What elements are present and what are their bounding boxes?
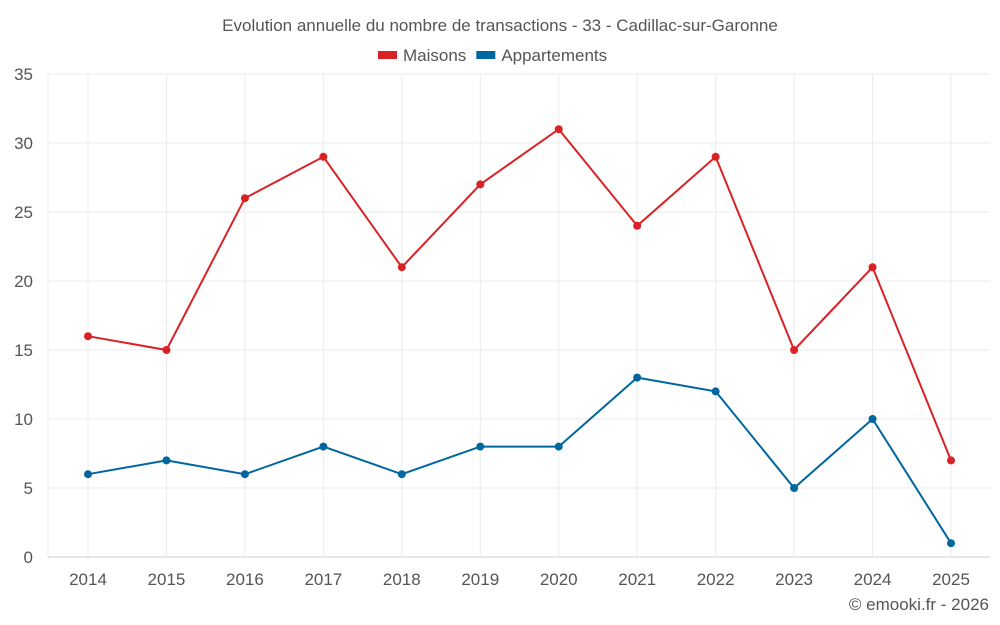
legend-swatch: [476, 51, 496, 59]
data-point-maisons[interactable]: [947, 456, 955, 465]
data-point-appartements[interactable]: [240, 470, 249, 479]
y-tick-label: 35: [14, 65, 33, 84]
data-point-appartements[interactable]: [319, 442, 328, 451]
y-tick-label: 10: [14, 410, 33, 429]
data-point-maisons[interactable]: [240, 194, 249, 203]
data-point-appartements[interactable]: [947, 539, 955, 548]
data-point-maisons[interactable]: [319, 152, 328, 161]
x-tick-label: 2024: [854, 570, 892, 589]
data-point-maisons[interactable]: [397, 263, 406, 272]
data-point-appartements[interactable]: [554, 442, 563, 451]
data-point-maisons[interactable]: [790, 346, 799, 354]
y-tick-label: 15: [14, 341, 33, 360]
data-point-maisons[interactable]: [633, 221, 642, 230]
x-tick-label: 2025: [932, 570, 970, 589]
data-point-appartements[interactable]: [711, 387, 720, 396]
x-tick-label: 2021: [618, 570, 656, 589]
data-point-maisons[interactable]: [476, 180, 485, 189]
x-tick-label: 2017: [304, 570, 342, 589]
series-line-maisons: [87, 127, 952, 461]
credit-text: © emooki.fr - 2026: [849, 595, 989, 614]
x-tick-label: 2019: [461, 570, 499, 589]
x-tick-label: 2023: [775, 570, 813, 589]
series-line-appartements: [87, 376, 952, 544]
y-tick-label: 25: [14, 203, 33, 222]
data-point-appartements[interactable]: [162, 456, 171, 465]
y-tick-label: 30: [14, 134, 33, 153]
data-point-maisons[interactable]: [868, 263, 877, 272]
data-point-maisons[interactable]: [162, 346, 171, 354]
data-point-appartements[interactable]: [84, 470, 92, 479]
y-tick-label: 5: [24, 479, 33, 498]
legend-swatch: [378, 51, 397, 59]
data-point-appartements[interactable]: [633, 373, 642, 382]
legend-item-maisons[interactable]: Maisons: [378, 46, 466, 65]
y-tick-label: 0: [24, 548, 33, 567]
data-point-appartements[interactable]: [476, 442, 485, 451]
legend-label: Appartements: [501, 46, 607, 65]
data-point-appartements[interactable]: [868, 415, 877, 423]
legend-item-appartements[interactable]: Appartements: [476, 46, 607, 65]
x-tick-label: 2022: [697, 570, 735, 589]
data-point-maisons[interactable]: [84, 332, 92, 341]
x-tick-label: 2020: [540, 570, 578, 589]
data-point-maisons[interactable]: [554, 125, 563, 134]
legend-label: Maisons: [403, 46, 466, 65]
y-tick-label: 20: [14, 272, 33, 291]
data-point-appartements[interactable]: [397, 470, 406, 479]
x-tick-label: 2014: [69, 570, 107, 589]
chart-title: Evolution annuelle du nombre de transact…: [222, 16, 778, 35]
data-point-maisons[interactable]: [711, 152, 720, 161]
x-tick-label: 2018: [383, 570, 421, 589]
data-point-appartements[interactable]: [790, 484, 799, 492]
x-tick-label: 2015: [148, 570, 186, 589]
x-tick-label: 2016: [226, 570, 264, 589]
